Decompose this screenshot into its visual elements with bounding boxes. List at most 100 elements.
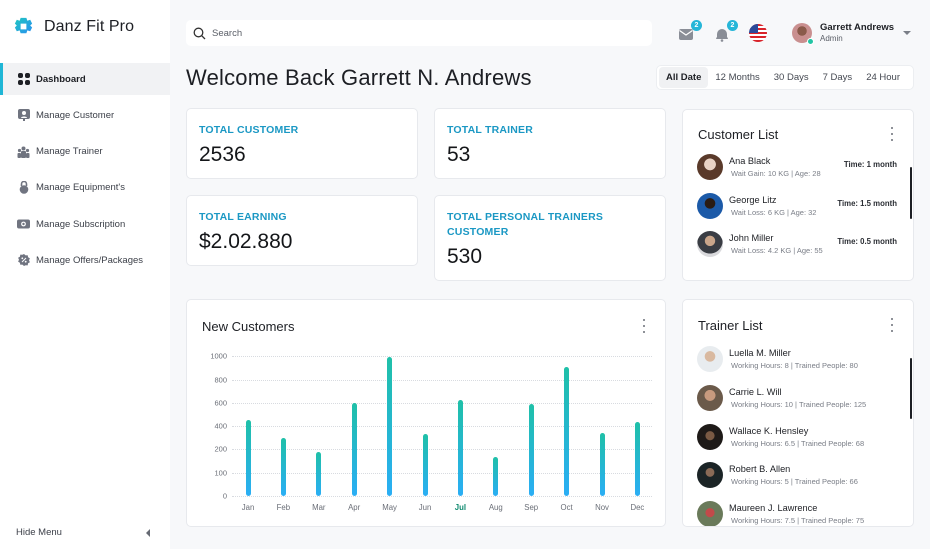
customer-list-item[interactable]: Ana Black Wait Gain: 10 KG | Age: 28 Tim…	[697, 152, 899, 182]
sidebar-item-manage-offers-packages[interactable]: Manage Offers/Packages	[0, 244, 170, 276]
user-role: Admin	[820, 34, 843, 44]
customer-list-card: Customer List Ana Black Wait Gain: 10 KG…	[682, 109, 914, 281]
x-axis-tick: Jul	[454, 503, 467, 512]
more-options-icon[interactable]	[889, 318, 895, 332]
trainer-list-item[interactable]: Carrie L. Will Working Hours: 10 | Train…	[697, 383, 899, 413]
more-options-icon[interactable]	[889, 127, 895, 141]
logo-icon	[14, 17, 33, 34]
bar-jun[interactable]	[422, 433, 428, 496]
sidebar: Danz Fit Pro Dashboard Manage Customer M…	[0, 0, 170, 549]
trainer-name: Wallace K. Hensley	[729, 425, 809, 436]
sidebar-item-label: Dashboard	[36, 73, 86, 85]
avatar	[697, 154, 723, 180]
discount-icon	[17, 254, 30, 267]
stat-label: TOTAL CUSTOMER	[199, 124, 299, 136]
trainer-list-item[interactable]: Luella M. Miller Working Hours: 8 | Trai…	[697, 344, 899, 374]
bar-sep[interactable]	[528, 403, 534, 496]
gridline	[232, 356, 652, 358]
notifications-button[interactable]: 2	[714, 20, 738, 42]
filter-all-date[interactable]: All Date	[659, 67, 709, 88]
customer-list-item[interactable]: John Miller Wait Loss: 4.2 KG | Age: 55 …	[697, 229, 899, 259]
bar-aug[interactable]	[493, 457, 499, 496]
trainer-list-card: Trainer List Luella M. Miller Working Ho…	[682, 299, 914, 527]
x-axis-tick: Jan	[241, 503, 255, 512]
trainer-detail: Working Hours: 7.5 | Trained People: 75	[731, 516, 865, 526]
sidebar-item-dashboard[interactable]: Dashboard	[0, 63, 170, 95]
bar-nov[interactable]	[599, 433, 605, 496]
bar-feb[interactable]	[280, 437, 286, 496]
x-axis-tick: Oct	[560, 503, 573, 512]
filter-24-hour[interactable]: 24 Hour	[866, 72, 900, 83]
gridline	[232, 496, 652, 497]
mail-badge: 2	[691, 20, 702, 31]
x-axis-tick: May	[382, 503, 397, 512]
stat-card-total-trainer: TOTAL TRAINER 53	[434, 108, 666, 179]
online-status-dot	[807, 37, 814, 45]
bar-jan[interactable]	[245, 419, 251, 496]
card-title: Trainer List	[698, 318, 763, 333]
new-customers-card: New Customers 0 100 200 400 600 800 1000 Jan Feb…	[186, 299, 666, 527]
bar-mar[interactable]	[316, 451, 322, 496]
stat-value: $2.02.880	[199, 230, 293, 253]
bar-may[interactable]	[387, 357, 393, 496]
filter-12-months[interactable]: 12 Months	[715, 72, 760, 83]
y-axis-tick: 600	[214, 398, 227, 408]
customer-list-item[interactable]: George Litz Wait Loss: 6 KG | Age: 32 Ti…	[697, 191, 899, 221]
stat-card-total-earning: TOTAL EARNING $2.02.880	[186, 195, 418, 266]
bar-dec[interactable]	[634, 421, 640, 496]
sidebar-item-label: Manage Equipment's	[36, 182, 125, 194]
search-input[interactable]	[212, 27, 612, 39]
hide-menu-button[interactable]: Hide Menu	[16, 527, 156, 538]
language-selector[interactable]	[749, 24, 767, 42]
customer-time: Time: 1.5 month	[837, 199, 897, 208]
app-name: Danz Fit Pro	[44, 17, 135, 35]
customer-icon	[17, 109, 30, 122]
search-bar[interactable]	[186, 20, 652, 46]
collapse-arrow-icon	[146, 528, 150, 537]
bar-oct[interactable]	[564, 367, 570, 496]
avatar	[697, 385, 723, 411]
trainer-list-item[interactable]: Maureen J. Lawrence Working Hours: 7.5 |…	[697, 499, 899, 526]
filter-30-days[interactable]: 30 Days	[773, 72, 809, 83]
user-avatar	[792, 22, 814, 45]
stat-label: TOTAL EARNING	[199, 211, 287, 223]
messages-button[interactable]: 2	[678, 20, 702, 42]
avatar	[697, 501, 723, 526]
grid-icon	[17, 73, 30, 86]
x-axis-tick: Sep	[524, 503, 539, 512]
user-menu[interactable]: Garrett Andrews Admin	[792, 22, 894, 45]
sidebar-item-manage-subscription[interactable]: Manage Subscription	[0, 208, 170, 240]
stat-value: 530	[447, 245, 483, 268]
stat-label: TOTAL TRAINER	[447, 124, 534, 136]
customer-name: Ana Black	[729, 155, 771, 166]
y-axis-tick: 200	[214, 444, 227, 454]
sidebar-item-label: Manage Customer	[36, 109, 115, 121]
trainer-name: Robert B. Allen	[729, 463, 791, 474]
trainer-list-item[interactable]: Robert B. Allen Working Hours: 5 | Train…	[697, 460, 899, 490]
customer-detail: Wait Loss: 4.2 KG | Age: 55	[731, 246, 823, 256]
app-logo[interactable]: Danz Fit Pro	[12, 15, 134, 38]
x-axis-tick: Dec	[630, 503, 645, 512]
trainer-list-item[interactable]: Wallace K. Hensley Working Hours: 6.5 | …	[697, 422, 899, 452]
trainer-detail: Working Hours: 8 | Trained People: 80	[731, 361, 858, 371]
sidebar-item-manage-customer[interactable]: Manage Customer	[0, 99, 170, 131]
sidebar-item-manage-trainer[interactable]: Manage Trainer	[0, 136, 170, 168]
chevron-down-icon[interactable]	[903, 31, 911, 35]
y-axis-tick: 800	[214, 375, 227, 384]
kettlebell-icon	[17, 181, 30, 195]
gridline	[232, 379, 652, 381]
stat-card-total-customer: TOTAL CUSTOMER 2536	[186, 108, 418, 179]
customer-list-scrollbar[interactable]	[910, 167, 912, 219]
sidebar-item-manage-equipments[interactable]: Manage Equipment's	[0, 172, 170, 204]
trainer-name: Luella M. Miller	[729, 347, 791, 358]
gridline	[232, 402, 652, 404]
trainer-name: Maureen J. Lawrence	[729, 502, 818, 513]
bar-jul[interactable]	[457, 400, 463, 496]
bar-apr[interactable]	[351, 403, 357, 496]
more-options-icon[interactable]	[641, 319, 647, 333]
us-flag-icon	[749, 24, 767, 42]
stat-value: 53	[447, 143, 471, 166]
trainer-list-scrollbar[interactable]	[910, 358, 912, 419]
stat-value: 2536	[199, 143, 246, 166]
filter-7-days[interactable]: 7 Days	[822, 72, 853, 83]
